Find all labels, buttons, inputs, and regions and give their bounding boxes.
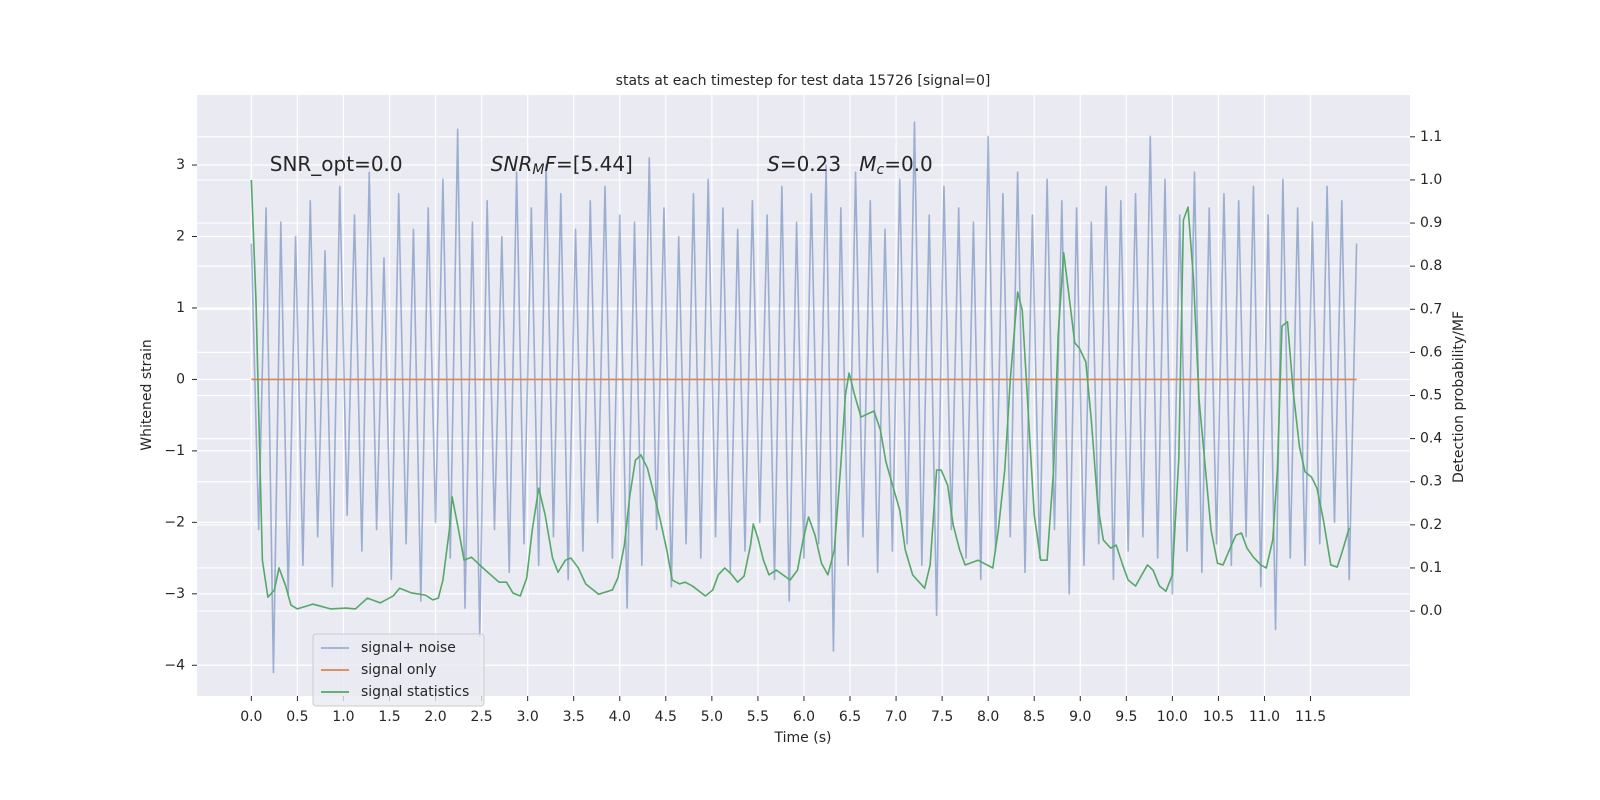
x-tick-label: 1.0	[332, 709, 354, 725]
x-tick-label: 0.5	[286, 709, 308, 725]
y-tick-label: 2	[176, 228, 185, 244]
legend-label: signal statistics	[361, 684, 469, 700]
x-tick-label: 3.5	[563, 709, 585, 725]
annotation-part: =0.0	[884, 152, 933, 176]
y-tick-label: 1	[176, 300, 185, 316]
annotation-part: =[5.44]	[556, 152, 633, 176]
y2-tick-label: 0.5	[1420, 388, 1442, 404]
y2-tick-label: 0.9	[1420, 215, 1442, 231]
annotation: S=0.23	[767, 152, 841, 176]
x-tick-label: 11.5	[1295, 709, 1326, 725]
legend-box	[312, 633, 485, 707]
y-tick-label: −1	[164, 443, 185, 459]
x-tick-label: 9.0	[1069, 709, 1091, 725]
x-tick-label: 1.5	[378, 709, 400, 725]
annotation-part: M	[859, 152, 876, 176]
series-line	[250, 179, 1350, 610]
y-tick-label: −3	[164, 586, 185, 602]
y2-tick-label: 0.8	[1420, 258, 1442, 274]
annotation-part: c	[876, 162, 884, 178]
x-tick-label: 3.0	[517, 709, 539, 725]
y2-tick-label: 1.1	[1420, 129, 1442, 145]
x-tick-label: 0.0	[240, 709, 262, 725]
annotation-part: =0.23	[780, 152, 841, 176]
plot-area	[250, 121, 1358, 674]
annotation-part: F	[544, 152, 556, 176]
annotation: Mc=0.0	[859, 152, 933, 179]
annotation-part: S	[767, 152, 780, 176]
x-tick-label: 9.5	[1115, 709, 1137, 725]
series-line	[250, 121, 1358, 674]
x-axis-label: Time (s)	[774, 730, 832, 746]
overlay: 0.0 0.5 1.0 1.5 2.0 2.5 3.0 3.5 4.0 4.5 5.0 5.5 6.0 6…	[164, 129, 1442, 725]
x-tick-label: 5.0	[701, 709, 723, 725]
y2-tick-label: 0.0	[1420, 603, 1442, 619]
x-tick-label: 4.5	[655, 709, 677, 725]
annotation: SNR_opt=0.0	[270, 152, 403, 176]
grid	[197, 95, 1410, 696]
y-tick-label: 0	[176, 371, 185, 387]
annotation-part: SNR	[491, 152, 533, 176]
annotation-part: SNR_opt=0.0	[270, 152, 403, 176]
y2-axis-label: Detection probability/MF	[1451, 311, 1467, 483]
x-tick-label: 8.0	[977, 709, 999, 725]
y2-tick-label: 0.7	[1420, 301, 1442, 317]
x-tick-label: 6.0	[793, 709, 815, 725]
y-tick-label: −2	[164, 514, 185, 530]
x-tick-label: 6.5	[839, 709, 861, 725]
x-tick-label: 10.5	[1203, 709, 1234, 725]
y2-tick-label: 0.4	[1420, 431, 1442, 447]
y2-tick-label: 0.2	[1420, 517, 1442, 533]
y2-tick-label: 0.3	[1420, 474, 1442, 490]
y2-tick-label: 0.1	[1420, 560, 1442, 576]
y-tick-label: −4	[164, 657, 185, 673]
x-tick-label: 8.5	[1023, 709, 1045, 725]
y-tick-label: 3	[176, 157, 185, 173]
x-tick-label: 4.0	[609, 709, 631, 725]
x-tick-label: 7.5	[931, 709, 953, 725]
annotation: SNRMF=[5.44]	[491, 152, 633, 179]
y2-tick-label: 1.0	[1420, 172, 1442, 188]
annotation-part: M	[532, 162, 544, 178]
x-tick-label: 2.0	[424, 709, 446, 725]
chart-title: stats at each timestep for test data 157…	[616, 73, 991, 89]
y-axis-label: Whitened strain	[139, 339, 155, 450]
x-tick-label: 7.0	[885, 709, 907, 725]
legend-label: signal only	[361, 662, 436, 678]
y2-tick-label: 0.6	[1420, 344, 1442, 360]
x-tick-label: 2.5	[470, 709, 492, 725]
x-tick-label: 11.0	[1249, 709, 1280, 725]
x-tick-label: 5.5	[747, 709, 769, 725]
x-tick-label: 10.0	[1157, 709, 1188, 725]
legend-label: signal+ noise	[361, 640, 456, 656]
